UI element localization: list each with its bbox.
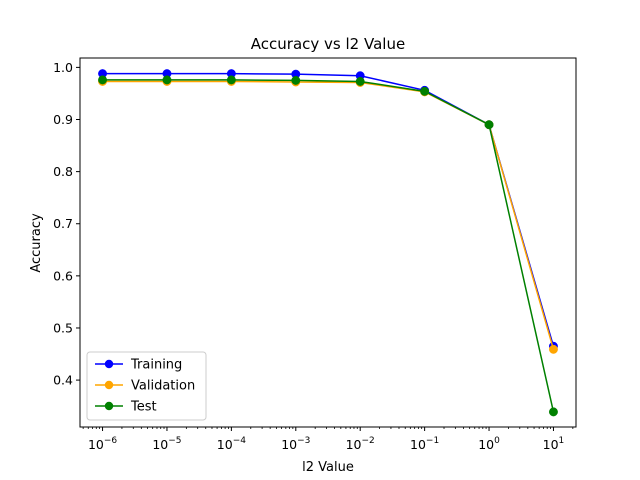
x-tick-label-exponent: −6: [104, 436, 118, 446]
legend-label: Test: [130, 400, 157, 415]
data-point-test: [162, 75, 172, 85]
data-point-test: [484, 120, 494, 130]
x-tick-label: 10−1: [410, 436, 439, 452]
x-tick-label-base: 10: [281, 437, 297, 452]
x-tick-label-base: 10: [478, 437, 494, 452]
x-tick-label-exponent: 1: [559, 436, 565, 446]
data-point-test: [355, 77, 365, 86]
y-tick-label: 0.5: [53, 320, 73, 335]
y-axis-label: Accuracy: [29, 213, 44, 273]
plot-area: 0.40.50.60.70.80.91.010−6 10−5 10−4 10−3 10−…: [53, 57, 577, 452]
x-tick-label: 10−4: [217, 436, 246, 452]
x-tick-label-base: 10: [346, 437, 362, 452]
data-point-test: [291, 75, 301, 85]
data-point-test: [420, 86, 430, 96]
x-tick-label-exponent: −5: [168, 436, 181, 446]
legend-swatch-marker: [104, 359, 114, 369]
x-tick-label-base: 10: [217, 437, 233, 452]
x-tick-label: 10−3: [281, 436, 310, 452]
x-tick-label: 10−5: [152, 436, 181, 452]
chart-title: Accuracy vs l2 Value: [251, 35, 405, 53]
axes-frame: [79, 57, 577, 428]
y-tick-label: 0.6: [53, 268, 73, 283]
x-tick-label: 10−6: [88, 436, 117, 452]
y-tick-label: 0.9: [53, 112, 73, 127]
x-tick-label-exponent: −1: [426, 436, 439, 446]
x-axis-label: l2 Value: [302, 460, 354, 475]
legend-swatch-marker: [104, 380, 114, 390]
x-tick-label-base: 10: [88, 437, 104, 452]
data-point-test: [226, 75, 236, 85]
data-point-validation: [549, 344, 558, 354]
x-tick-label-exponent: 0: [494, 436, 500, 446]
x-tick-label: 10−2: [346, 436, 375, 452]
series-line-test: [102, 79, 555, 413]
y-tick-label: 0.4: [53, 373, 73, 388]
x-tick-label-base: 10: [410, 437, 426, 452]
x-tick-label-exponent: −4: [233, 436, 247, 446]
x-tick-label-base: 10: [543, 437, 559, 452]
x-tick-label-exponent: −3: [297, 436, 310, 446]
x-tick-label-exponent: −2: [362, 436, 375, 446]
x-tick-label: 101: [543, 436, 565, 452]
y-tick-label: 0.7: [53, 216, 73, 231]
y-tick-label: 0.8: [53, 164, 73, 179]
x-tick-label: 100: [478, 436, 500, 452]
legend-label: Training: [130, 358, 182, 373]
data-point-test: [549, 407, 558, 417]
data-point-test: [98, 75, 107, 85]
legend-swatch-marker: [104, 401, 114, 411]
y-tick-label: 1.0: [53, 60, 73, 75]
legend: Training Validation Test: [86, 351, 207, 421]
legend-label: Validation: [131, 379, 195, 394]
legend-box: [86, 351, 207, 421]
x-tick-label-base: 10: [152, 437, 168, 452]
